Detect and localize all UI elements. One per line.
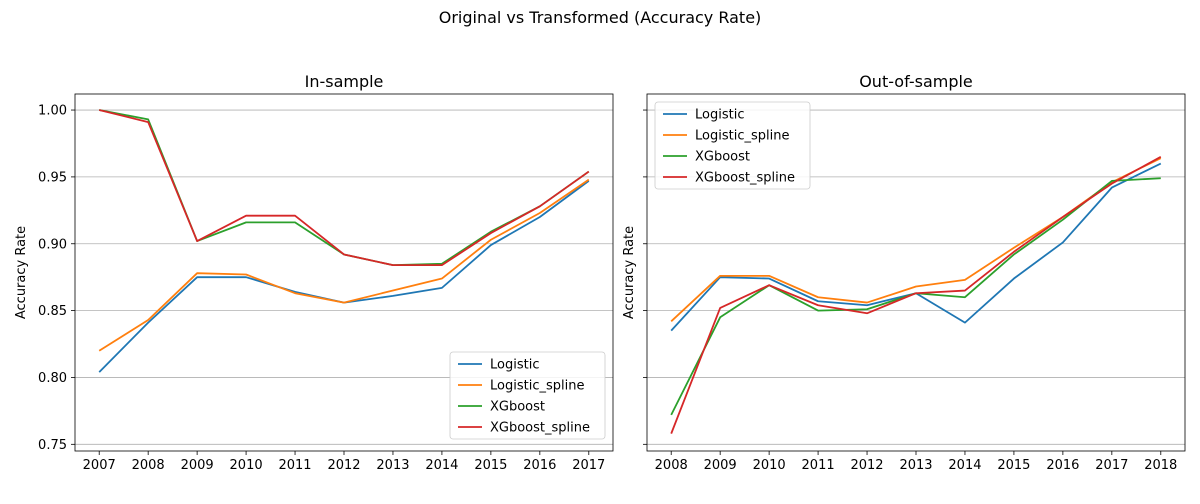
y-tick-label: 0.75 xyxy=(38,438,67,453)
x-tick-label: 2015 xyxy=(474,458,507,473)
y-tick-label: 0.95 xyxy=(38,170,67,185)
x-tick-label: 2008 xyxy=(655,458,688,473)
panel-title: In-sample xyxy=(305,72,384,91)
legend-label: XGboost_spline xyxy=(695,171,795,186)
legend-label: XGboost_spline xyxy=(490,421,590,436)
y-tick-label: 0.85 xyxy=(38,304,67,319)
legend-label: Logistic xyxy=(695,108,744,123)
y-tick-label: 0.90 xyxy=(38,237,67,252)
x-tick-label: 2008 xyxy=(132,458,165,473)
y-tick-label: 1.00 xyxy=(38,104,67,119)
y-tick-label: 0.80 xyxy=(38,371,67,386)
y-axis-label: Accuracy Rate xyxy=(622,226,637,319)
x-tick-label: 2014 xyxy=(948,458,981,473)
x-tick-label: 2010 xyxy=(230,458,263,473)
x-tick-label: 2010 xyxy=(753,458,786,473)
series-line-xgboost xyxy=(99,109,590,267)
x-tick-label: 2009 xyxy=(181,458,214,473)
legend-box xyxy=(449,351,606,440)
x-tick-label: 2013 xyxy=(899,458,932,473)
x-tick-label: 2012 xyxy=(850,458,883,473)
legend-label: Logistic_spline xyxy=(695,129,789,144)
x-tick-label: 2007 xyxy=(83,458,116,473)
x-tick-label: 2011 xyxy=(802,458,835,473)
legend-label: XGboost xyxy=(490,400,545,415)
panel-in-sample: 0.75 0.80 0.85 0.90 0.95 1.00 2007 2008 2009 2010… xyxy=(14,72,614,473)
x-tick-label: 2017 xyxy=(1095,458,1128,473)
x-tick-label: 2011 xyxy=(278,458,311,473)
legend-label: Logistic_spline xyxy=(490,379,584,394)
legend-label: Logistic xyxy=(490,358,539,373)
series-line-logistic-spline xyxy=(98,178,590,352)
panel-out-of-sample: 2008 2009 2010 2011 2012 2013 2014 2015 2016 2017… xyxy=(622,72,1186,473)
figure-suptitle: Original vs Transformed (Accuracy Rate) xyxy=(438,8,762,27)
series-line-xgboost-spline xyxy=(98,109,590,267)
x-tick-label: 2018 xyxy=(1144,458,1177,473)
x-tick-label: 2014 xyxy=(425,458,458,473)
panel-title: Out-of-sample xyxy=(859,72,973,91)
x-tick-label: 2016 xyxy=(523,458,556,473)
x-tick-label: 2017 xyxy=(572,458,605,473)
series-line-xgboost-spline xyxy=(670,156,1162,434)
y-axis-label: Accuracy Rate xyxy=(14,226,29,319)
x-tick-label: 2012 xyxy=(327,458,360,473)
x-tick-label: 2013 xyxy=(376,458,409,473)
legend-box xyxy=(654,101,811,190)
legend: Logistic Logistic_spline XGboost XGboost_sp… xyxy=(449,351,606,440)
x-tick-label: 2016 xyxy=(1046,458,1079,473)
legend: Logistic Logistic_spline XGboost XGboost_sp… xyxy=(654,101,811,190)
series-line-logistic xyxy=(98,180,590,373)
legend-label: XGboost xyxy=(695,150,750,165)
x-tick-label: 2009 xyxy=(704,458,737,473)
x-tick-label: 2015 xyxy=(997,458,1030,473)
